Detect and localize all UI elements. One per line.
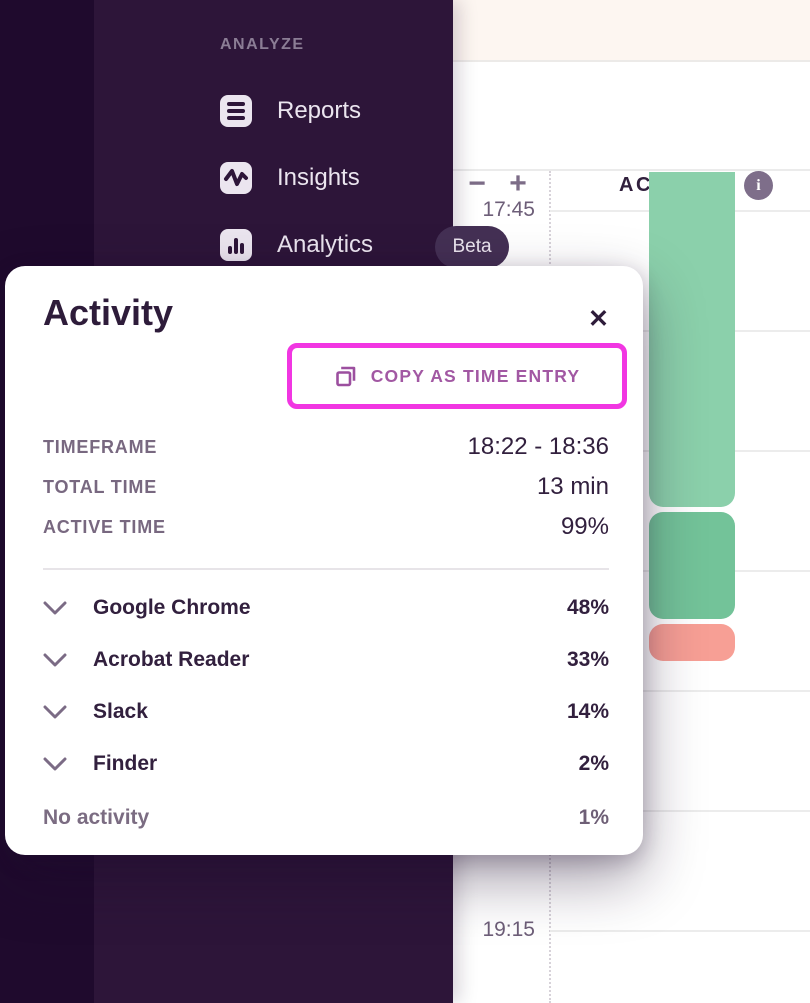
insights-icon <box>220 162 252 194</box>
copy-button-label: COPY AS TIME ENTRY <box>370 365 581 386</box>
app-name: Finder <box>93 752 158 775</box>
analytics-icon <box>220 229 252 261</box>
activity-bar-selected[interactable] <box>649 512 735 619</box>
gridline <box>550 930 810 932</box>
stat-row-total-time: TOTAL TIME 13 min <box>43 467 609 507</box>
app-name: Slack <box>93 700 148 723</box>
app-percent: 48% <box>566 596 609 619</box>
no-activity-percent: 1% <box>578 806 609 829</box>
zoom-in-button[interactable]: + <box>502 168 534 200</box>
close-icon[interactable]: ✕ <box>588 305 609 333</box>
gridline <box>550 810 810 812</box>
activity-popup: Activity ✕ COPY AS TIME ENTRY TIMEFRAME … <box>5 266 643 855</box>
reports-icon <box>220 95 252 127</box>
time-label: 19:15 <box>482 918 535 941</box>
gridline <box>550 690 810 692</box>
app-percent: 2% <box>578 752 609 775</box>
copy-as-time-entry-button[interactable]: COPY AS TIME ENTRY <box>287 343 627 409</box>
stat-value: 99% <box>560 513 609 540</box>
chevron-down-icon[interactable] <box>43 757 67 771</box>
chevron-down-icon[interactable] <box>43 653 67 667</box>
chevron-down-icon[interactable] <box>43 705 67 719</box>
sidebar-item-label: Analytics <box>277 231 374 258</box>
app-row-finder[interactable]: Finder 2% <box>43 738 609 790</box>
no-activity-row: No activity 1% <box>43 792 609 844</box>
sidebar-item-label: Reports <box>277 97 362 124</box>
sidebar-item-reports[interactable]: Reports <box>220 94 361 128</box>
activity-bar-idle[interactable] <box>649 624 735 661</box>
app-usage-list: Google Chrome 48% Acrobat Reader 33% Sla… <box>43 582 609 790</box>
stat-value: 13 min <box>536 473 609 500</box>
popup-title: Activity <box>43 292 174 333</box>
info-icon[interactable]: i <box>744 171 773 200</box>
stat-value: 18:22 - 18:36 <box>467 433 609 460</box>
sidebar-item-label: Insights <box>277 164 360 191</box>
stat-label: TIMEFRAME <box>43 436 158 457</box>
time-label: 17:45 <box>482 198 535 221</box>
app-name: Google Chrome <box>93 596 251 619</box>
sidebar-section-analyze: ANALYZE <box>220 36 305 53</box>
activity-stats: TIMEFRAME 18:22 - 18:36 TOTAL TIME 13 mi… <box>43 427 609 547</box>
top-banner <box>453 0 810 62</box>
sidebar-item-insights[interactable]: Insights <box>220 161 360 195</box>
app-row-google-chrome[interactable]: Google Chrome 48% <box>43 582 609 634</box>
copy-icon <box>335 366 356 387</box>
activity-bar-active[interactable] <box>649 172 735 507</box>
stat-row-timeframe: TIMEFRAME 18:22 - 18:36 <box>43 427 609 467</box>
zoom-out-button[interactable]: − <box>461 168 493 200</box>
stat-label: TOTAL TIME <box>43 476 157 497</box>
app-percent: 33% <box>566 648 609 671</box>
sidebar-item-analytics[interactable]: Analytics <box>220 228 373 262</box>
app-row-slack[interactable]: Slack 14% <box>43 686 609 738</box>
timeline-header: − + ACTIVITY i <box>453 62 810 200</box>
stat-label: ACTIVE TIME <box>43 516 166 537</box>
chevron-down-icon[interactable] <box>43 601 67 615</box>
app-name: Acrobat Reader <box>93 648 250 671</box>
stat-row-active-time: ACTIVE TIME 99% <box>43 507 609 547</box>
beta-badge: Beta <box>435 226 509 268</box>
divider <box>43 568 609 570</box>
app-percent: 14% <box>566 700 609 723</box>
app-row-acrobat-reader[interactable]: Acrobat Reader 33% <box>43 634 609 686</box>
no-activity-label: No activity <box>43 806 150 829</box>
